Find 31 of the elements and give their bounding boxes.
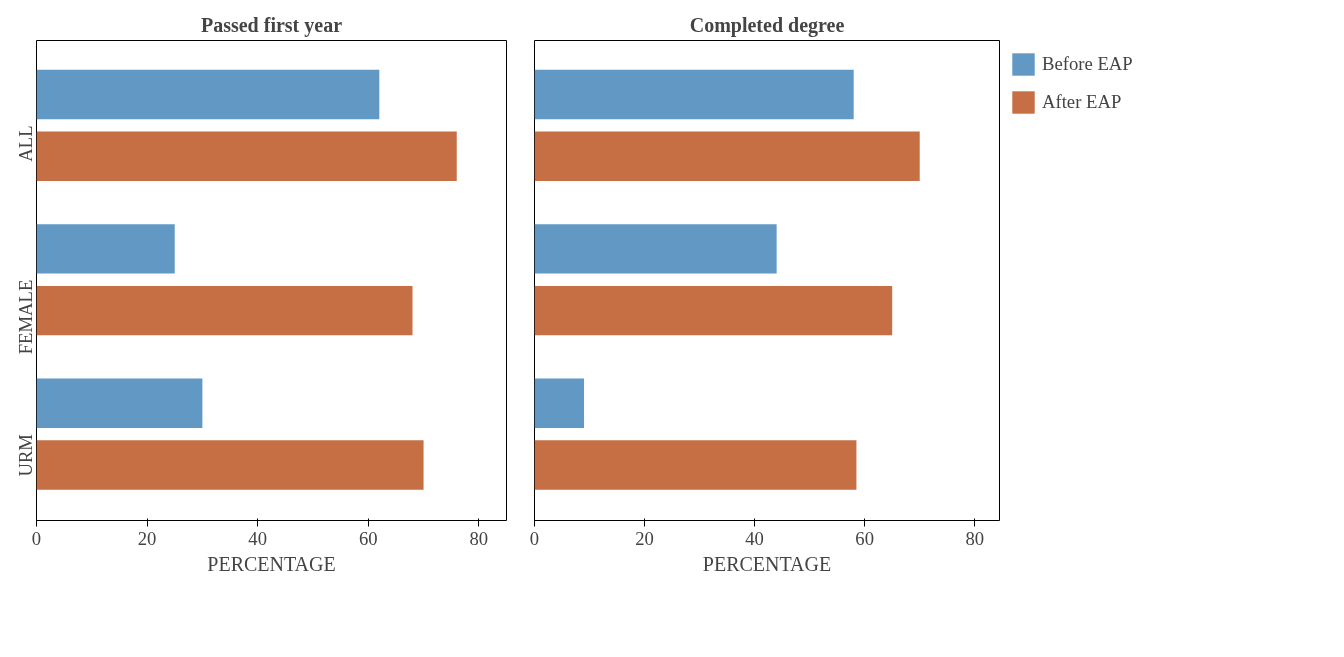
y-tick-label: FEMALE <box>15 279 36 355</box>
bar <box>534 440 857 490</box>
legend-label: Before EAP <box>1042 53 1133 75</box>
x-tick-label: 20 <box>635 527 654 549</box>
bar <box>36 378 203 428</box>
chart-title: Completed degree <box>689 13 845 37</box>
x-tick-label: 40 <box>248 527 267 549</box>
y-tick-label: URM <box>15 433 36 477</box>
bar <box>534 378 585 428</box>
bar <box>36 440 424 490</box>
x-tick-label: 60 <box>855 527 875 549</box>
bar <box>534 69 854 120</box>
x-tick-label: 0 <box>31 527 42 549</box>
x-axis-title: PERCENTAGE <box>207 552 336 575</box>
x-axis-title: PERCENTAGE <box>702 552 832 575</box>
legend-label: After EAP <box>1042 91 1122 113</box>
bar <box>36 285 413 336</box>
x-tick-label: 40 <box>745 527 764 549</box>
x-tick-label: 60 <box>358 527 378 549</box>
bar <box>36 224 175 274</box>
x-tick-label: 80 <box>469 527 489 549</box>
bar <box>534 285 893 336</box>
bar <box>36 69 380 120</box>
x-tick-label: 0 <box>529 527 540 549</box>
y-tick-label: ALL <box>15 125 36 162</box>
bar <box>36 131 457 181</box>
bar <box>534 131 920 181</box>
bar <box>534 224 777 274</box>
x-tick-label: 20 <box>137 527 157 549</box>
x-tick-label: 80 <box>965 527 985 549</box>
chart-title: Passed first year <box>200 13 343 37</box>
